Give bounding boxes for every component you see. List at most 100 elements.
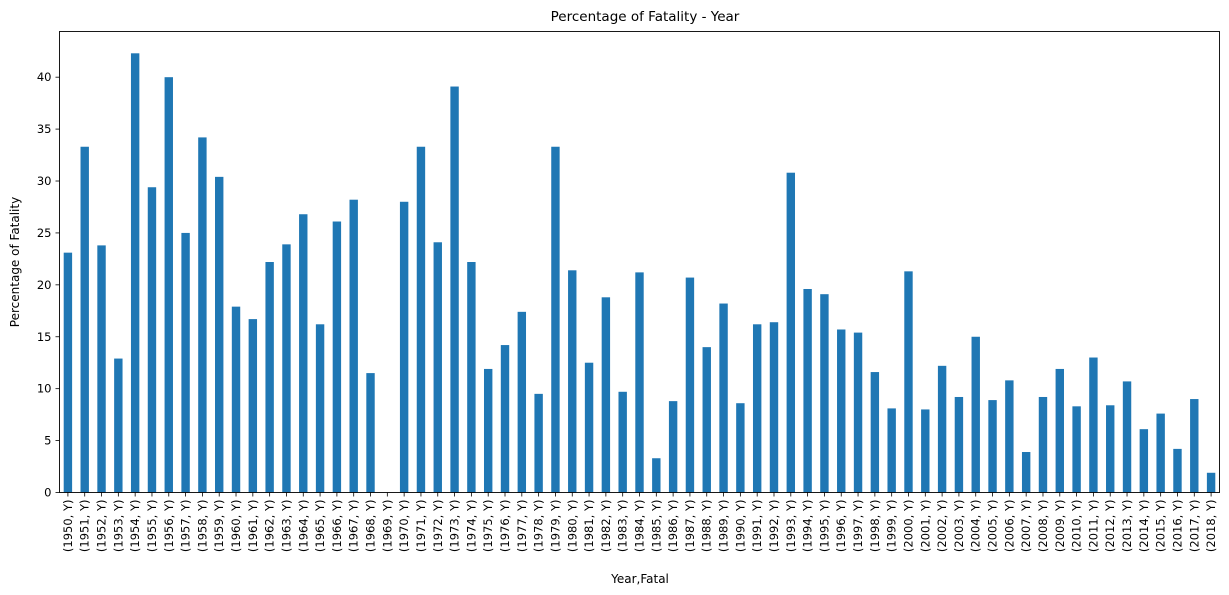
bar-31: [584, 362, 594, 493]
x-tick-label-4: (1954, Y): [128, 500, 142, 553]
x-tick-label-21: (1971, Y): [414, 500, 428, 553]
x-tick-label-28: (1978, Y): [532, 500, 546, 553]
x-tick-label-25: (1975, Y): [481, 500, 495, 553]
x-tick-label-40: (1990, Y): [733, 500, 747, 553]
bar-30: [568, 270, 577, 493]
bar-6: [164, 77, 173, 493]
x-tick-label-51: (2001, Y): [918, 500, 932, 553]
bar-66: [1173, 448, 1182, 493]
x-tick-label-1: (1951, Y): [78, 500, 92, 553]
bar-50: [904, 271, 913, 493]
bar-14: [299, 214, 308, 493]
bar-33: [618, 391, 627, 493]
bar-21: [416, 146, 426, 493]
x-tick-label-55: (2005, Y): [986, 500, 1000, 553]
x-tick-label-61: (2011, Y): [1086, 500, 1100, 553]
bar-67: [1190, 399, 1199, 493]
x-tick-label-47: (1997, Y): [851, 500, 865, 553]
bar-16: [332, 221, 342, 493]
x-tick-label-6: (1956, Y): [162, 500, 176, 553]
y-tick-label-1: 5: [44, 434, 51, 448]
bar-49: [887, 408, 896, 493]
bar-58: [1038, 396, 1048, 493]
x-tick-label-37: (1987, Y): [683, 500, 697, 553]
x-tick-label-36: (1986, Y): [666, 500, 680, 553]
y-tick-label-5: 25: [37, 226, 52, 240]
bar-62: [1106, 405, 1115, 493]
bar-51: [921, 409, 930, 493]
bar-41: [752, 324, 762, 493]
bar-39: [719, 303, 728, 493]
x-tick-label-43: (1993, Y): [784, 500, 798, 553]
y-axis-label: Percentage of Fatality: [8, 197, 22, 327]
bar-7: [181, 232, 190, 493]
bar-52: [937, 365, 947, 493]
bar-48: [870, 372, 880, 493]
bar-18: [366, 373, 375, 493]
x-tick-label-49: (1999, Y): [885, 500, 899, 553]
x-tick-label-12: (1962, Y): [263, 500, 277, 553]
x-tick-label-62: (2012, Y): [1103, 500, 1117, 553]
bar-37: [685, 277, 695, 493]
x-tick-label-17: (1967, Y): [347, 500, 361, 553]
x-tick-label-26: (1976, Y): [498, 500, 512, 553]
x-tick-label-54: (2004, Y): [969, 500, 983, 553]
y-tick-label-8: 40: [37, 70, 52, 84]
bar-27: [517, 311, 527, 493]
x-tick-label-45: (1995, Y): [817, 500, 831, 553]
y-tick-label-3: 15: [37, 330, 52, 344]
x-tick-label-5: (1955, Y): [145, 500, 159, 553]
bar-10: [231, 306, 241, 493]
x-tick-label-18: (1968, Y): [364, 500, 378, 553]
bar-8: [198, 137, 207, 493]
bar-20: [399, 201, 409, 493]
bar-44: [803, 288, 812, 493]
x-axis: (1950, Y) (1951, Y) (1952, Y) (1953, Y) (195…: [61, 492, 1218, 553]
bar-11: [248, 319, 258, 493]
x-tick-label-44: (1994, Y): [801, 500, 815, 553]
x-tick-label-50: (2000, Y): [901, 500, 915, 553]
x-tick-label-42: (1992, Y): [767, 500, 781, 553]
bar-0: [63, 252, 73, 493]
x-tick-label-13: (1963, Y): [279, 500, 293, 553]
x-tick-label-58: (2008, Y): [1036, 500, 1050, 553]
x-tick-label-39: (1989, Y): [717, 500, 731, 553]
bar-34: [635, 272, 644, 493]
x-tick-label-9: (1959, Y): [212, 500, 226, 553]
x-tick-label-67: (2017, Y): [1187, 500, 1201, 553]
bar-17: [349, 199, 358, 493]
y-tick-label-0: 0: [44, 486, 51, 500]
bar-3: [114, 358, 123, 493]
bar-25: [483, 368, 493, 493]
x-tick-label-57: (2007, Y): [1019, 500, 1033, 553]
x-tick-label-38: (1988, Y): [700, 500, 714, 553]
bar-56: [1005, 380, 1014, 493]
x-tick-label-53: (2003, Y): [952, 500, 966, 553]
x-tick-label-41: (1991, Y): [750, 500, 764, 553]
bar-38: [702, 347, 711, 493]
x-tick-label-14: (1964, Y): [296, 500, 310, 553]
bar-40: [736, 403, 745, 493]
x-tick-label-24: (1974, Y): [464, 500, 478, 553]
bar-2: [97, 245, 106, 493]
bar-15: [315, 324, 325, 493]
x-tick-label-63: (2013, Y): [1120, 500, 1134, 553]
x-tick-label-19: (1969, Y): [380, 500, 394, 553]
x-tick-label-8: (1958, Y): [195, 500, 209, 553]
x-tick-label-10: (1960, Y): [229, 500, 243, 553]
x-tick-label-64: (2014, Y): [1137, 500, 1151, 553]
y-tick-label-4: 20: [37, 278, 52, 292]
x-tick-label-23: (1973, Y): [448, 500, 462, 553]
x-tick-label-20: (1970, Y): [397, 500, 411, 553]
bar-29: [551, 146, 560, 493]
x-tick-label-30: (1980, Y): [565, 500, 579, 553]
plot-frame: [59, 31, 1220, 493]
bar-22: [433, 242, 442, 493]
bar-47: [853, 332, 863, 493]
bar-12: [265, 262, 274, 493]
x-axis-label: Year,Fatal: [610, 572, 669, 586]
x-tick-label-59: (2009, Y): [1053, 500, 1067, 553]
x-tick-label-0: (1950, Y): [61, 500, 75, 553]
bar-57: [1021, 452, 1031, 493]
